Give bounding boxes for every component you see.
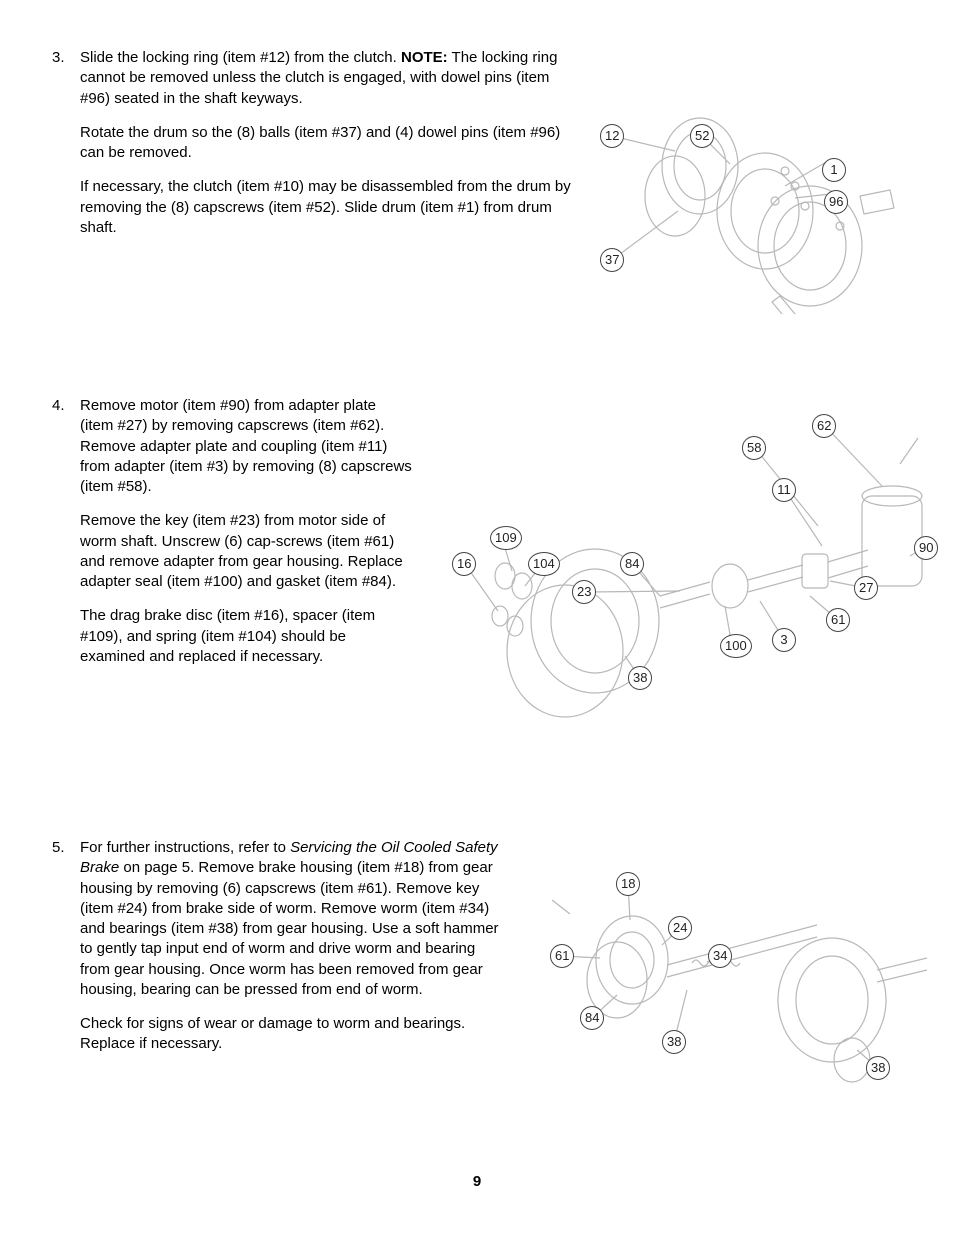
step-4-para-3: The drag brake disc (item #16), spacer (… (80, 606, 412, 667)
page-number: 9 (52, 1172, 902, 1192)
note-label: NOTE: (401, 49, 448, 66)
callout: 1 (822, 158, 846, 182)
run: If necessary, the clutch (item #10) may … (80, 178, 571, 236)
run: on page 5. Remove brake housing (item #1… (80, 859, 499, 998)
step-5-para-1: For further instructions, refer to Servi… (80, 838, 508, 1000)
run: Rotate the drum so the (8) balls (item #… (80, 124, 560, 161)
callout: 16 (452, 552, 476, 576)
figure-5: 18 24 61 34 84 38 38 (532, 850, 942, 1110)
step-4-para-2: Remove the key (item #23) from motor sid… (80, 511, 412, 592)
figure-4: 62 58 11 109 16 104 84 90 23 27 61 100 3… (430, 396, 942, 726)
section-4: 4. Remove motor (item #90) from adapter … (52, 396, 902, 748)
callout: 52 (690, 124, 714, 148)
callout: 90 (914, 536, 938, 560)
callout: 11 (772, 478, 796, 502)
callout: 34 (708, 944, 732, 968)
callout: 96 (824, 190, 848, 214)
run: Remove motor (item #90) from adapter pla… (80, 397, 412, 495)
callout: 38 (662, 1030, 686, 1054)
step-5-text: 5. For further instructions, refer to Se… (52, 838, 508, 1069)
run: For further instructions, refer to (80, 839, 290, 856)
step-3-para-1: Slide the locking ring (item #12) from t… (80, 48, 574, 109)
callout: 100 (720, 634, 752, 658)
step-3-para-3: If necessary, the clutch (item #10) may … (80, 177, 574, 238)
callout: 38 (628, 666, 652, 690)
callout: 24 (668, 916, 692, 940)
callout: 37 (600, 248, 624, 272)
step-4-text: 4. Remove motor (item #90) from adapter … (52, 396, 412, 681)
callout: 109 (490, 526, 522, 550)
run: Remove the key (item #23) from motor sid… (80, 512, 403, 590)
figure-4-sketch (430, 396, 942, 726)
callout: 84 (580, 1006, 604, 1030)
step-3-para-2: Rotate the drum so the (8) balls (item #… (80, 123, 574, 164)
callout: 12 (600, 124, 624, 148)
section-5: 5. For further instructions, refer to Se… (52, 838, 902, 1138)
callout: 58 (742, 436, 766, 460)
callout: 38 (866, 1056, 890, 1080)
callout: 23 (572, 580, 596, 604)
figure-3-sketch (580, 56, 910, 314)
step-5: 5. For further instructions, refer to Se… (52, 838, 508, 1069)
step-3: 3. Slide the locking ring (item #12) fro… (52, 48, 574, 252)
callout: 104 (528, 552, 560, 576)
callout: 61 (550, 944, 574, 968)
step-3-text: 3. Slide the locking ring (item #12) fro… (52, 48, 574, 252)
step-body: Remove motor (item #90) from adapter pla… (80, 396, 412, 681)
run: Slide the locking ring (item #12) from t… (80, 49, 401, 66)
step-number: 3. (52, 48, 80, 68)
section-3: 3. Slide the locking ring (item #12) fro… (52, 48, 902, 306)
step-4: 4. Remove motor (item #90) from adapter … (52, 396, 412, 681)
step-body: For further instructions, refer to Servi… (80, 838, 508, 1069)
figure-3: 12 52 1 96 37 (580, 56, 910, 314)
step-number: 4. (52, 396, 80, 416)
callout: 3 (772, 628, 796, 652)
step-4-para-1: Remove motor (item #90) from adapter pla… (80, 396, 412, 497)
step-number: 5. (52, 838, 80, 858)
run: The drag brake disc (item #16), spacer (… (80, 607, 375, 665)
run: Check for signs of wear or damage to wor… (80, 1015, 465, 1052)
callout: 18 (616, 872, 640, 896)
step-5-para-2: Check for signs of wear or damage to wor… (80, 1014, 508, 1055)
callout: 84 (620, 552, 644, 576)
callout: 61 (826, 608, 850, 632)
step-body: Slide the locking ring (item #12) from t… (80, 48, 574, 252)
callout: 27 (854, 576, 878, 600)
page: 3. Slide the locking ring (item #12) fro… (52, 48, 902, 1188)
callout: 62 (812, 414, 836, 438)
